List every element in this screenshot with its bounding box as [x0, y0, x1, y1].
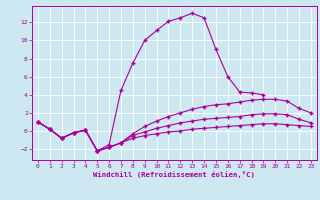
X-axis label: Windchill (Refroidissement éolien,°C): Windchill (Refroidissement éolien,°C)	[93, 171, 255, 178]
